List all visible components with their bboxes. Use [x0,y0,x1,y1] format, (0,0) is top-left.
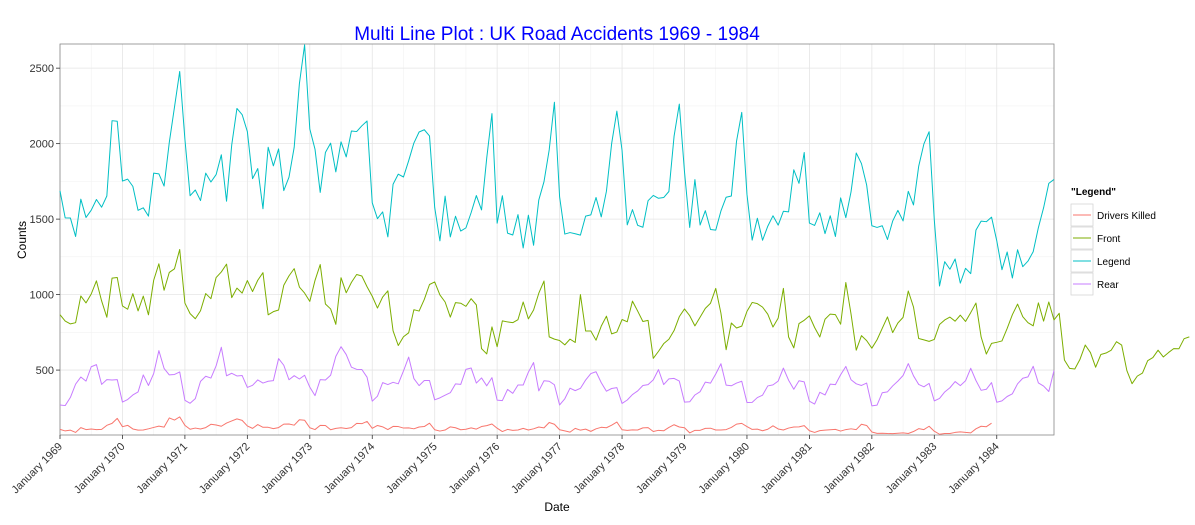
legend-label-front: Front [1097,234,1121,245]
x-tick-label: January 1975 [384,441,440,497]
series-line-legend [59,44,1055,287]
legend: "Legend" Drivers Killed Front Legend Rear [1070,187,1156,296]
x-tick-label: January 1969 [9,441,65,497]
x-tick-label: January 1971 [134,441,190,497]
x-axis: January 1969 January 1970 January 1971 Janu… [9,435,1002,497]
series-layer [59,44,1190,435]
x-tick-label: January 1974 [322,441,378,497]
plot-background [60,44,1054,435]
plot-panel [59,43,1055,436]
x-axis-title: Date [544,500,570,514]
series-line-drivers-killed [59,416,992,435]
legend-title: "Legend" [1071,187,1116,198]
x-tick-label: January 1976 [447,441,503,497]
x-tick-label: January 1977 [509,441,565,497]
x-tick-label: January 1978 [572,441,628,497]
y-tick-label: 1000 [30,290,54,302]
x-tick-label: January 1981 [759,441,815,497]
x-tick-label: January 1982 [821,441,877,497]
y-tick-label: 2500 [30,63,54,75]
x-tick-label: January 1984 [946,441,1002,497]
y-tick-label: 2000 [30,139,54,151]
legend-label-legend: Legend [1097,257,1130,268]
plot-border [59,43,1055,436]
legend-label-rear: Rear [1097,280,1119,291]
series-line-front [59,248,1190,385]
y-tick-label: 1500 [30,214,54,226]
y-axis: 500 1000 1500 2000 2500 [30,63,60,377]
series-line-rear [59,346,1055,407]
y-axis-title: Counts [15,221,29,259]
x-tick-label: January 1980 [696,441,752,497]
legend-label-drivers-killed: Drivers Killed [1097,211,1156,222]
chart-title: Multi Line Plot : UK Road Accidents 1969… [354,24,760,45]
y-tick-label: 500 [36,365,54,377]
x-tick-label: January 1973 [259,441,315,497]
x-tick-label: January 1970 [72,441,128,497]
x-tick-label: January 1972 [197,441,253,497]
x-tick-label: January 1983 [884,441,940,497]
x-tick-label: January 1979 [634,441,690,497]
